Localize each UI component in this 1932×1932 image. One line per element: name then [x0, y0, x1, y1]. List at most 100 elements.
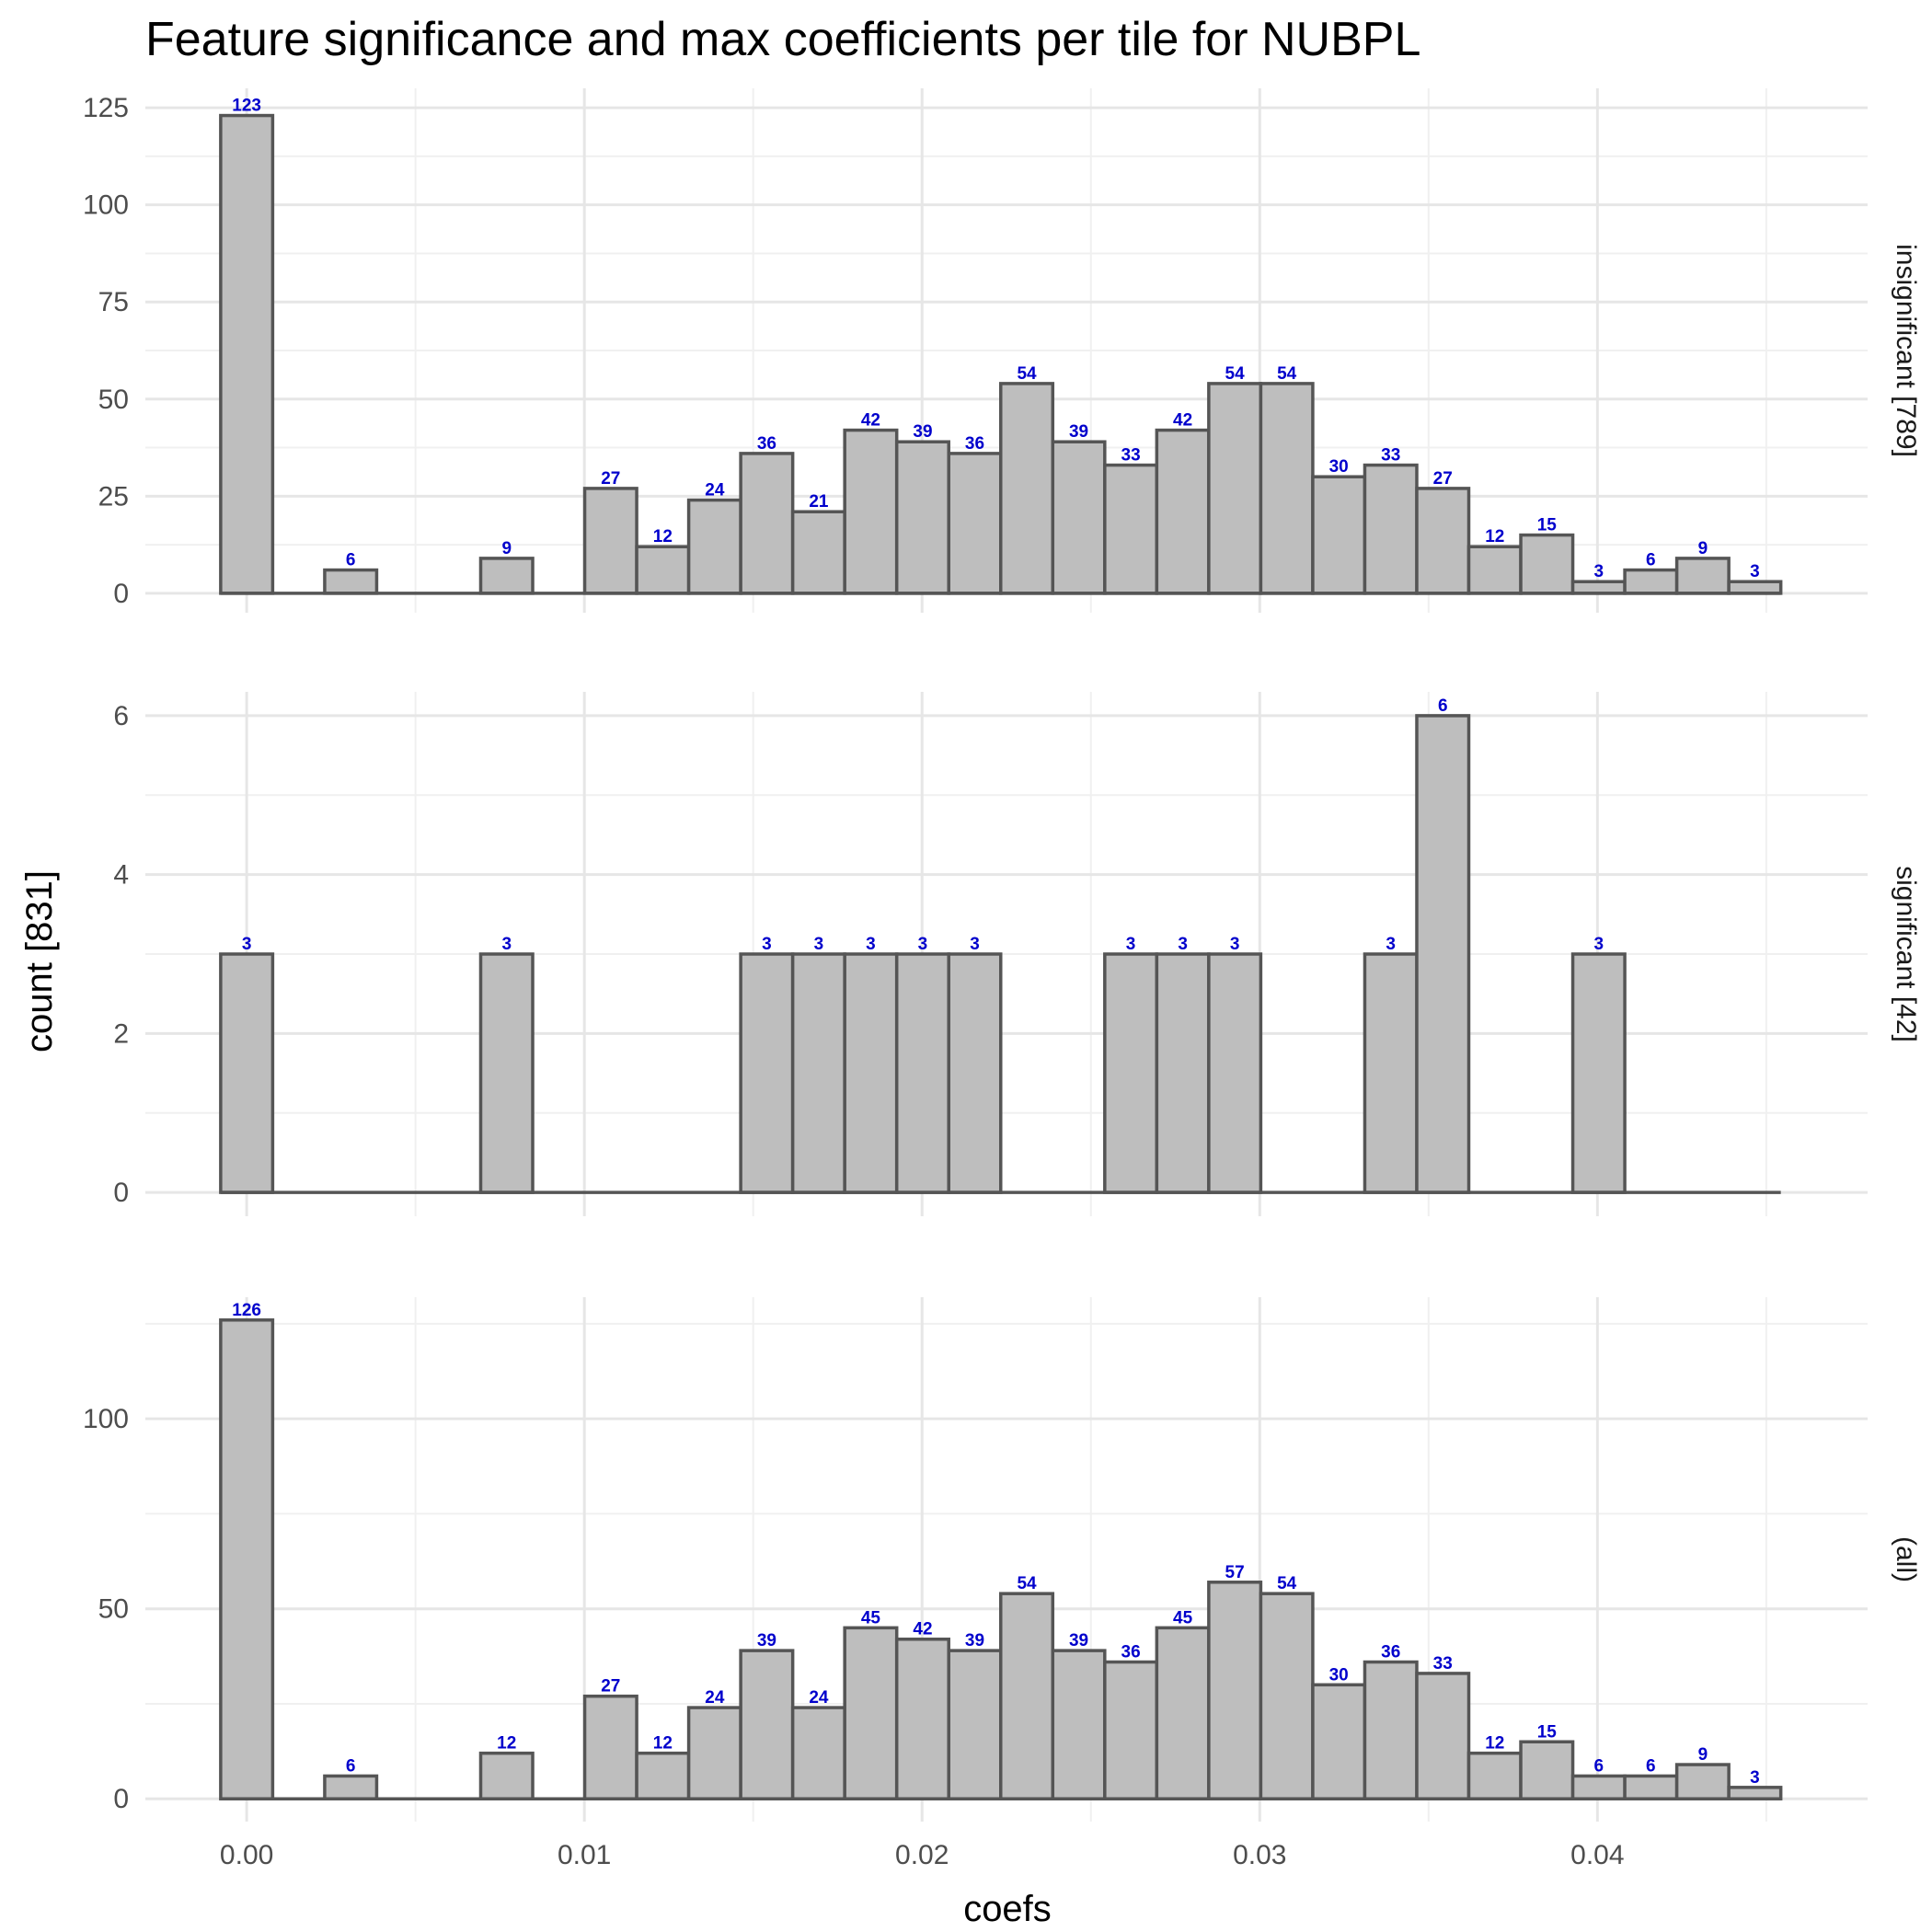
histogram-bar [1051, 440, 1107, 595]
facet-strip-label: insignificant [789] [1891, 244, 1921, 457]
histogram-bar [894, 440, 950, 595]
bar-count-label: 24 [705, 1688, 725, 1708]
histogram-bar [843, 1626, 899, 1800]
histogram-bar [1259, 382, 1315, 595]
bar-count-label: 42 [1173, 411, 1192, 431]
bar-count-label: 12 [653, 527, 673, 546]
bar-count-label: 12 [497, 1734, 516, 1754]
bar-count-label: 123 [232, 97, 261, 116]
x-tick-label: 0.04 [1570, 1840, 1624, 1870]
bar-count-label: 3 [1594, 935, 1604, 954]
histogram-bar [323, 1774, 379, 1800]
bar-count-label: 45 [1173, 1608, 1193, 1627]
y-tick-label: 2 [113, 1018, 129, 1049]
bar-count-label: 30 [1329, 457, 1349, 477]
histogram-bar [219, 952, 275, 1194]
bar-count-label: 33 [1381, 446, 1400, 466]
y-tick-label: 100 [83, 1404, 129, 1434]
histogram-bar [739, 452, 795, 595]
bar-count-label: 54 [1277, 364, 1297, 384]
bar-count-label: 9 [501, 539, 512, 558]
bar-count-label: 6 [1438, 696, 1448, 716]
panel-3: 0501001266122712243924454239543936455754… [83, 1297, 1921, 1822]
bar-count-label: 21 [809, 492, 829, 512]
x-tick-label: 0.02 [895, 1840, 949, 1870]
x-axis-title: coefs [963, 1889, 1052, 1929]
bar-count-label: 36 [1121, 1643, 1141, 1662]
bar-count-label: 6 [1646, 1756, 1656, 1776]
histogram-bar [790, 510, 846, 595]
histogram-bar [582, 1694, 638, 1800]
histogram-bar [1727, 1786, 1783, 1800]
histogram-bar [478, 1751, 535, 1800]
bar-count-label: 3 [1594, 562, 1604, 581]
bar-count-label: 42 [861, 411, 880, 431]
bar-count-label: 12 [1485, 527, 1504, 546]
bar-count-label: 33 [1121, 446, 1141, 466]
histogram-bar [1466, 1751, 1523, 1800]
bar-count-label: 54 [1017, 1574, 1037, 1593]
histogram-bar [1051, 1649, 1107, 1800]
y-tick-label: 125 [83, 93, 129, 123]
bar-count-label: 12 [653, 1734, 673, 1754]
bar-count-label: 3 [1230, 935, 1240, 954]
bar-count-label: 3 [1750, 1768, 1760, 1788]
bar-count-label: 3 [1126, 935, 1136, 954]
histogram-bar [790, 1706, 846, 1800]
histogram-bar [894, 952, 950, 1194]
histogram-bar [1103, 463, 1159, 595]
bar-count-label: 27 [601, 469, 620, 489]
panel-2: 0 2 4 6 3 3 3 3 3 3 3 3 3 3 3 6 3 significant [42] [113, 692, 1921, 1216]
histogram-bar [1363, 1660, 1419, 1800]
histogram-bar [1466, 545, 1523, 595]
bar-count-label: 36 [1381, 1643, 1400, 1662]
chart-title: Feature significance and max coefficient… [145, 13, 1420, 66]
histogram-bar [894, 1637, 950, 1800]
bar-count-label: 12 [1485, 1734, 1504, 1754]
bar-count-label: 36 [757, 434, 776, 454]
bar-count-label: 42 [913, 1620, 932, 1639]
histogram-bar [947, 952, 1003, 1194]
histogram-bar [1415, 487, 1471, 595]
y-tick-label: 50 [98, 385, 129, 415]
bar-count-label: 27 [601, 1677, 620, 1696]
bar-count-label: 24 [705, 481, 725, 500]
bar-count-label: 9 [1698, 1745, 1708, 1765]
bar-count-label: 54 [1017, 364, 1037, 384]
bar-count-label: 3 [1178, 935, 1188, 954]
histogram-bar [999, 382, 1055, 595]
bar-count-label: 126 [232, 1301, 261, 1320]
bar-count-label: 54 [1277, 1574, 1297, 1593]
histogram-bar [1155, 952, 1211, 1194]
histogram-bar [947, 1649, 1003, 1800]
histogram-bar [1415, 1672, 1471, 1800]
bar-count-label: 39 [1069, 422, 1088, 442]
y-tick-label: 50 [98, 1594, 129, 1625]
histogram-bar [843, 952, 899, 1194]
histogram-bar [1311, 1683, 1367, 1800]
bar-count-label: 3 [1750, 562, 1760, 581]
histogram-bar [1363, 952, 1419, 1194]
bar-count-label: 33 [1433, 1654, 1453, 1673]
histogram-bar [999, 1592, 1055, 1800]
histogram-bar [478, 952, 535, 1194]
histogram-bar [1727, 580, 1783, 595]
histogram-bar [582, 487, 638, 595]
histogram-bar [1570, 952, 1627, 1194]
histogram-bar [635, 545, 691, 595]
histogram-bar [1623, 1774, 1679, 1800]
histogram-bar [1103, 1660, 1159, 1800]
histogram-bar [1519, 1740, 1575, 1800]
histogram-bar [1155, 1626, 1211, 1800]
y-tick-label: 4 [113, 860, 129, 891]
y-tick-label: 0 [113, 1784, 129, 1814]
x-tick-label: 0.03 [1233, 1840, 1286, 1870]
bar-count-label: 36 [965, 434, 984, 454]
x-axis: 0.00 0.01 0.02 0.03 0.04 [220, 1840, 1625, 1870]
facet-strip-label: (all) [1891, 1536, 1921, 1582]
histogram-bar [739, 1649, 795, 1800]
histogram-bar [1570, 580, 1627, 595]
